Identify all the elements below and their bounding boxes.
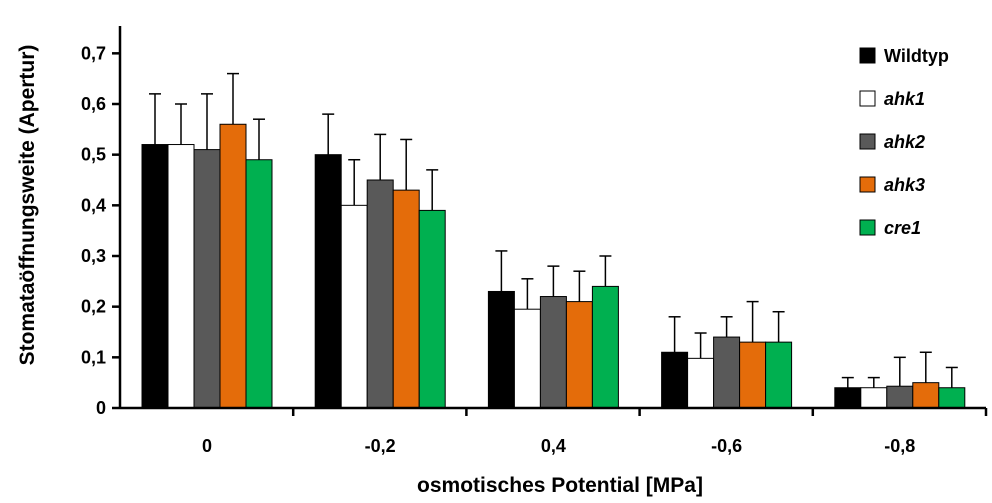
y-tick-label: 0,7 [81, 43, 106, 63]
bar [167, 144, 195, 409]
bar [314, 154, 342, 409]
y-tick-label: 0,2 [81, 297, 106, 317]
bar [141, 144, 169, 409]
y-tick-label: 0,5 [81, 145, 106, 165]
legend-label: ahk3 [884, 175, 925, 195]
legend-swatch [859, 219, 876, 236]
bar [886, 385, 914, 409]
legend-label: ahk1 [884, 89, 925, 109]
bar [366, 179, 394, 409]
bars-layer [141, 72, 966, 409]
y-tick-label: 0,6 [81, 94, 106, 114]
bar [860, 387, 888, 409]
x-tick-label: -0,6 [711, 436, 742, 456]
x-tick-label: -0,2 [365, 436, 396, 456]
bar [765, 341, 793, 409]
axes-layer: 0 0,1 0,2 0,3 0,4 0,5 0,6 0,7 0 -0,2 0,4 -0,6 -0,8 [81, 26, 988, 456]
legend-swatch [859, 47, 876, 64]
legend-swatch [859, 176, 876, 193]
bar [340, 204, 368, 409]
bar [513, 308, 541, 409]
x-tick-label: 0,4 [541, 436, 566, 456]
legend-label: ahk2 [884, 132, 925, 152]
legend-label: cre1 [884, 218, 921, 238]
legend-swatch [859, 133, 876, 150]
bar [565, 301, 593, 409]
y-tick-label: 0,1 [81, 347, 106, 367]
bar [834, 387, 862, 409]
y-tick-label: 0 [96, 398, 106, 418]
bar [739, 341, 767, 409]
bar [539, 296, 567, 409]
legend: Wildtyp ahk1 ahk2 ahk3 cre1 [859, 46, 949, 238]
legend-label: Wildtyp [884, 46, 949, 66]
bar [661, 351, 689, 409]
bar [219, 123, 247, 409]
y-axis-title: Stomataöffnungsweite (Apertur) [16, 45, 39, 366]
bar [713, 336, 741, 409]
x-axis-title: osmotisches Potential [MPa] [417, 474, 703, 497]
bar [687, 357, 715, 409]
bar [245, 159, 273, 409]
y-tick-label: 0,4 [81, 195, 106, 215]
bar [418, 209, 446, 409]
bar [912, 382, 940, 409]
bar [487, 290, 515, 409]
y-tick-label: 0,3 [81, 246, 106, 266]
legend-swatch [859, 90, 876, 107]
bar [193, 149, 221, 409]
bar [591, 285, 619, 409]
bar [938, 387, 966, 409]
x-tick-label: -0,8 [884, 436, 915, 456]
x-tick-label: 0 [202, 436, 212, 456]
bar [392, 189, 420, 409]
